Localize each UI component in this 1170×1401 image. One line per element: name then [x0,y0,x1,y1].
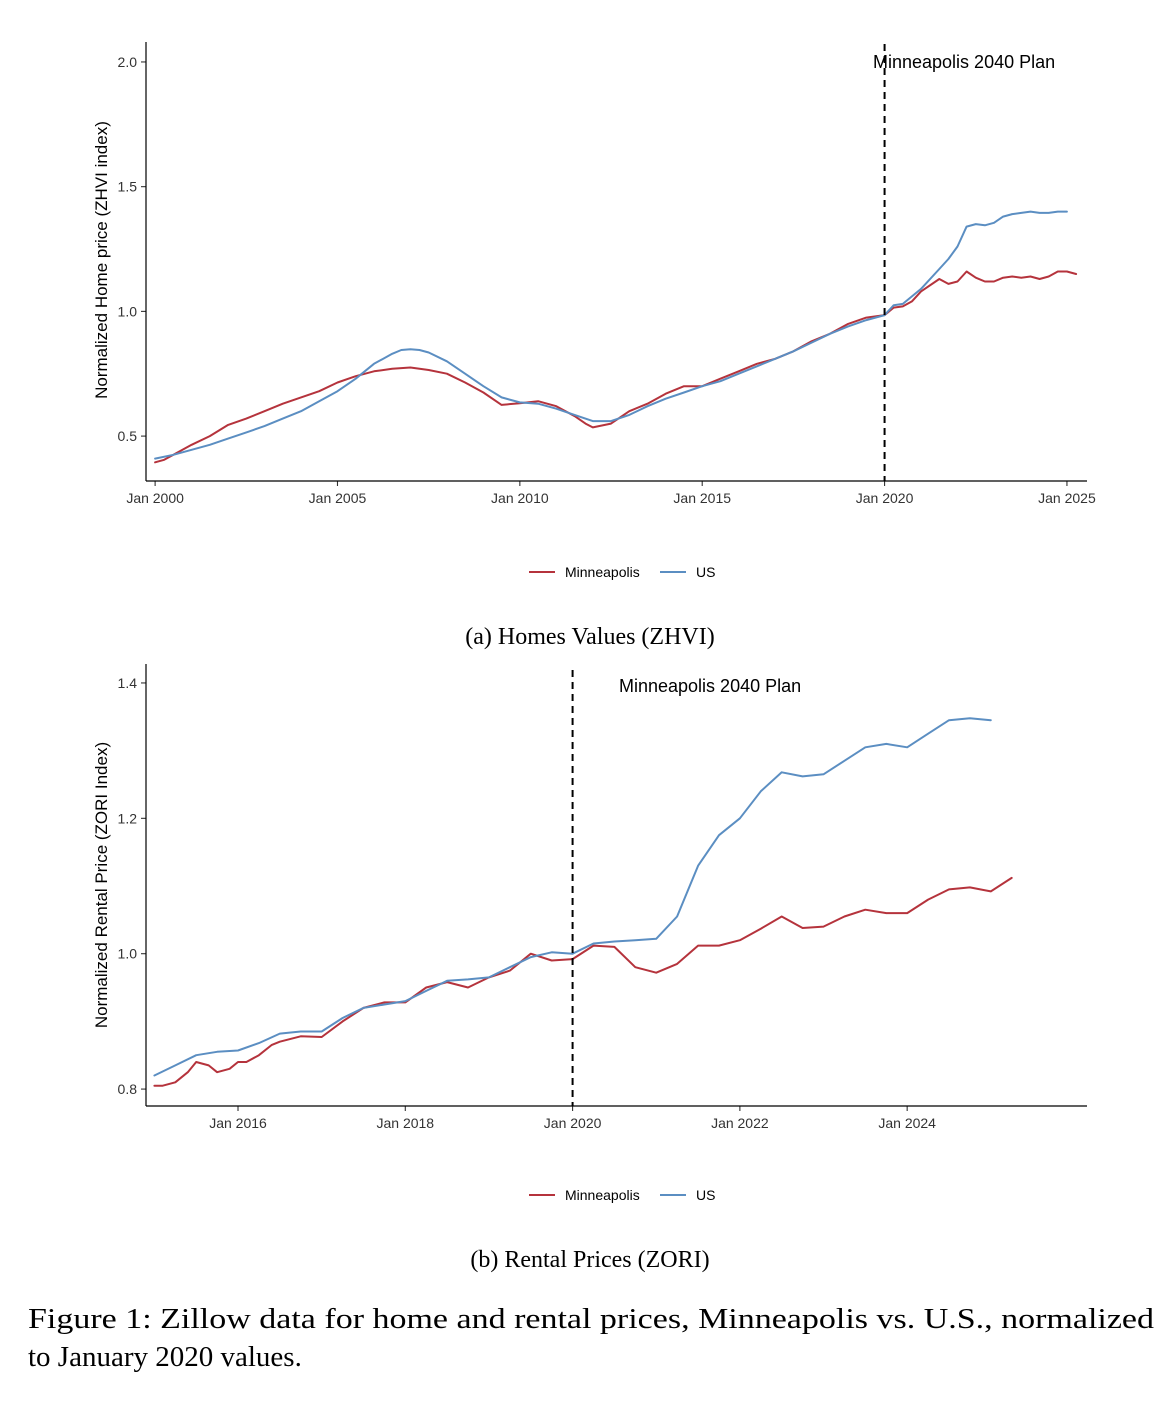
home-values-series-minneapolis [154,270,1078,464]
figure-caption-line-1: Figure 1: Zillow data for home and renta… [28,1303,1155,1335]
home-values-x-tick-label: Jan 2020 [856,490,914,506]
chart-panel-rental-prices: 0.8 1.0 1.2 1.4 Jan 2016 Jan 2018 Jan 2020 Jan … [92,664,1087,1273]
rental-prices-x-tick-label: Jan 2020 [544,1115,602,1131]
home-values-y-axis-label: Normalized Home price (ZHVI index) [92,121,111,399]
rental-prices-x-tick-label: Jan 2018 [376,1115,434,1131]
home-values-y-tick-label: 2.0 [118,54,138,70]
rental-prices-y-axis-label: Normalized Rental Price (ZORI Index) [92,742,111,1028]
rental-prices-x-tick-label: Jan 2024 [878,1115,936,1131]
home-values-y-tick-label: 1.0 [118,303,138,319]
home-values-vline-label: Minneapolis 2040 Plan [873,52,1055,72]
legend-us-label: US [696,564,715,580]
home-values-caption: (a) Homes Values (ZHVI) [465,624,714,650]
rental-prices-series-minneapolis [153,876,1013,1087]
rental-prices-vline-label: Minneapolis 2040 Plan [619,676,801,696]
home-values-y-tick-label: 0.5 [118,428,138,444]
home-values-x-tick-label: Jan 2005 [309,490,367,506]
rental-prices-marks: 0.8 1.0 1.2 1.4 Jan 2016 Jan 2018 Jan 2020 Jan … [118,670,1013,1131]
rental-prices-x-tick-label: Jan 2022 [711,1115,769,1131]
rental-prices-caption: (b) Rental Prices (ZORI) [470,1247,709,1273]
home-values-x-tick-label: Jan 2015 [673,490,731,506]
home-values-y-tick-label: 1.5 [118,179,138,195]
home-values-x-tick-label: Jan 2025 [1038,490,1096,506]
home-values-marks: 0.5 1.0 1.5 2.0 Jan 2000 Jan 2005 Jan 2010 Jan … [118,44,1096,506]
rental-prices-y-tick-label: 1.4 [118,675,138,691]
chart-panel-home-values: 0.5 1.0 1.5 2.0 Jan 2000 Jan 2005 Jan 2010 Jan … [92,42,1096,650]
home-values-x-tick-label: Jan 2000 [126,490,184,506]
legend-minneapolis-label: Minneapolis [565,1187,640,1203]
rental-prices-y-tick-label: 1.2 [118,810,138,826]
rental-prices-y-tick-label: 1.0 [118,946,138,962]
rental-prices-y-tick-label: 0.8 [118,1081,138,1097]
legend-minneapolis-label: Minneapolis [565,564,640,580]
home-values-x-tick-label: Jan 2010 [491,490,549,506]
rental-prices-series-us [153,717,992,1077]
rental-prices-x-tick-label: Jan 2016 [209,1115,267,1131]
home-values-series-us [154,210,1068,460]
figure-caption-line-2: to January 2020 values. [28,1341,302,1373]
legend-us-label: US [696,1187,715,1203]
